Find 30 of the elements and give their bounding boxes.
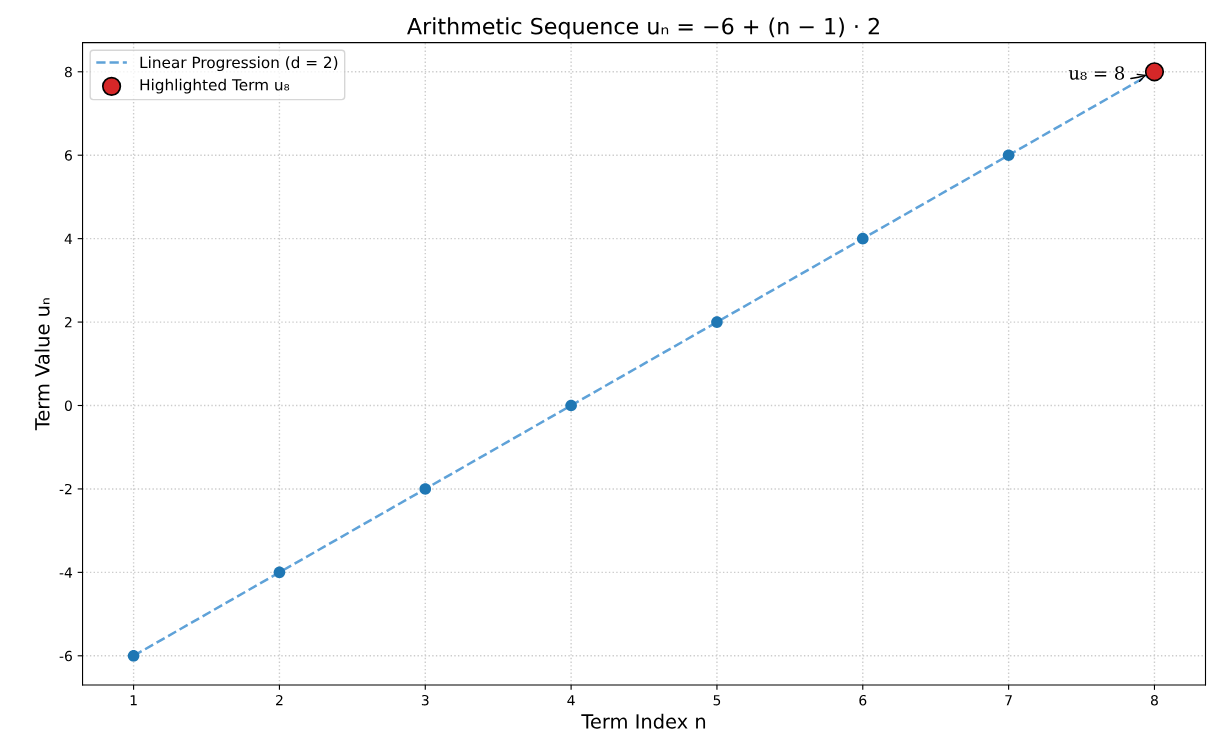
y-tick-label: 0 — [64, 400, 72, 411]
x-tick-label: 6 — [859, 694, 867, 706]
y-tick-label: -4 — [59, 567, 73, 578]
x-tick-label: 2 — [276, 694, 283, 706]
point — [856, 232, 869, 245]
point — [127, 649, 140, 662]
x-tick-label: 4 — [567, 695, 575, 706]
annotation: u₈ = 8 — [1068, 66, 1125, 80]
chart-title: Arithmetic Sequence uₙ = −6 + (n − 1) · 2 — [407, 17, 879, 39]
x-tick-label: 1 — [130, 695, 137, 706]
y-tick-label: -2 — [59, 483, 72, 495]
point — [419, 483, 432, 495]
point — [273, 566, 286, 579]
x-tick-label: 3 — [421, 694, 429, 706]
legend-label: Highlighted Term u₈ — [140, 78, 290, 94]
point — [565, 399, 577, 412]
x-tick-label: 8 — [1150, 694, 1158, 706]
x-axis-title: Term Index n — [581, 713, 706, 729]
point — [711, 316, 723, 328]
point — [1002, 149, 1015, 162]
point — [1144, 62, 1165, 82]
y-tick-label: 2 — [65, 317, 72, 328]
x-tick-label: 5 — [713, 695, 721, 706]
y-tick-label: 4 — [64, 233, 73, 244]
y-tick-label: -6 — [59, 650, 72, 662]
x-tick-label: 7 — [1005, 695, 1012, 706]
legend-label: Linear Progression (d = 2) — [140, 56, 338, 72]
y-axis-title: Term Value uₙ — [34, 298, 50, 431]
y-tick-label: 6 — [64, 150, 72, 161]
y-tick-label: 8 — [64, 66, 72, 78]
